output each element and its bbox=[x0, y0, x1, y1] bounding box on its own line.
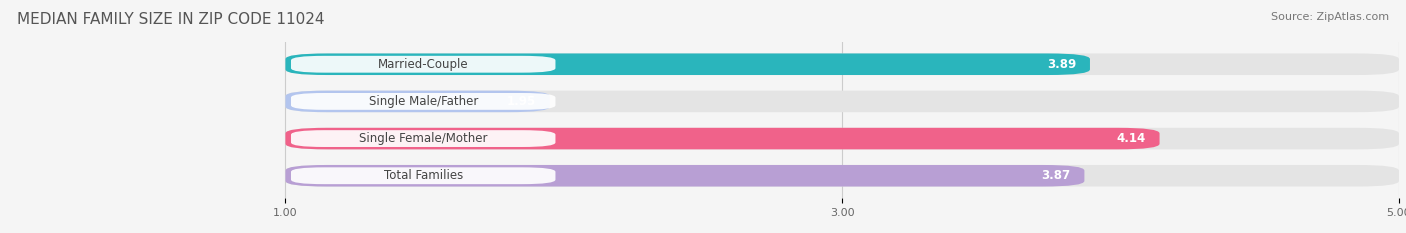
Text: Married-Couple: Married-Couple bbox=[378, 58, 468, 71]
Text: 3.87: 3.87 bbox=[1042, 169, 1070, 182]
FancyBboxPatch shape bbox=[285, 53, 1399, 75]
Text: 3.89: 3.89 bbox=[1047, 58, 1076, 71]
FancyBboxPatch shape bbox=[291, 93, 555, 110]
FancyBboxPatch shape bbox=[285, 128, 1399, 149]
Text: Source: ZipAtlas.com: Source: ZipAtlas.com bbox=[1271, 12, 1389, 22]
Text: Single Male/Father: Single Male/Father bbox=[368, 95, 478, 108]
FancyBboxPatch shape bbox=[285, 128, 1160, 149]
Text: Single Female/Mother: Single Female/Mother bbox=[359, 132, 488, 145]
Text: MEDIAN FAMILY SIZE IN ZIP CODE 11024: MEDIAN FAMILY SIZE IN ZIP CODE 11024 bbox=[17, 12, 325, 27]
FancyBboxPatch shape bbox=[285, 53, 1090, 75]
Text: Total Families: Total Families bbox=[384, 169, 463, 182]
FancyBboxPatch shape bbox=[285, 91, 1399, 112]
FancyBboxPatch shape bbox=[285, 165, 1084, 187]
Text: 4.14: 4.14 bbox=[1116, 132, 1146, 145]
Text: 1.95: 1.95 bbox=[506, 95, 536, 108]
FancyBboxPatch shape bbox=[285, 165, 1399, 187]
FancyBboxPatch shape bbox=[291, 130, 555, 147]
FancyBboxPatch shape bbox=[291, 167, 555, 184]
FancyBboxPatch shape bbox=[285, 91, 550, 112]
FancyBboxPatch shape bbox=[291, 56, 555, 73]
